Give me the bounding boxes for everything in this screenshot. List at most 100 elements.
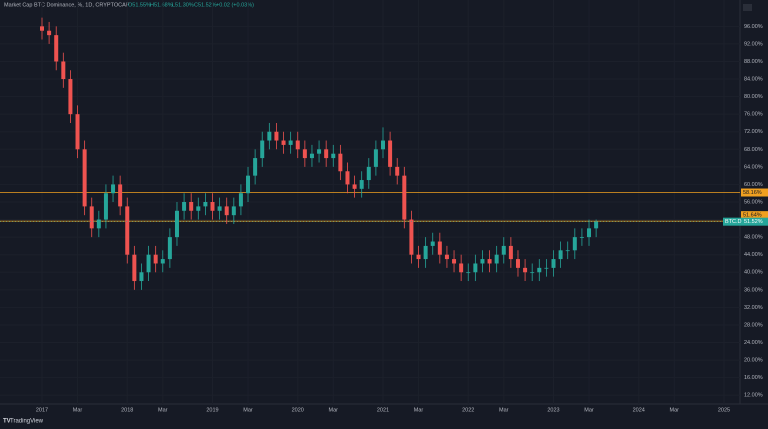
ohlc-value: O51.55% [128,2,151,8]
candle-body [459,263,464,273]
ohlc-value: L51.30% [172,2,194,8]
y-tick-label: 72.00% [744,129,763,135]
brand: TradingView [10,419,44,425]
x-tick-label: 2018 [121,407,133,413]
x-tick-label: 2020 [292,407,304,413]
candle-body [501,245,506,255]
x-tick-label: 2019 [206,407,218,413]
candle-body [118,184,123,207]
price-label: 51.64% [743,213,762,219]
x-tick-label: Mar [499,407,509,413]
candle-body [373,149,378,167]
candle-body [515,259,520,268]
y-tick-label: 44.00% [744,252,763,258]
candle-body [444,254,449,260]
candle-body [430,241,435,246]
y-tick-label: 88.00% [744,59,763,65]
y-tick-label: 16.00% [744,375,763,381]
y-tick-label: 36.00% [744,287,763,293]
candle-body [437,241,442,255]
candle-body [253,158,258,176]
x-tick-label: Mar [670,407,680,413]
x-tick-label: Mar [243,407,253,413]
x-tick-label: 2023 [547,407,559,413]
candle-body [96,219,101,229]
candle-body [537,267,542,273]
x-tick-label: Mar [158,407,168,413]
candle-body [295,140,300,150]
candle-body [103,193,108,220]
candle-body [281,140,286,145]
y-tick-label: 48.00% [744,235,763,241]
candle-body [331,153,336,159]
candle-body [61,61,66,80]
candle-body [196,206,201,211]
candle-body [494,254,499,264]
y-tick-label: 40.00% [744,270,763,276]
candle-body [572,237,577,251]
candle-body [203,202,208,207]
candle-body [338,153,343,172]
y-tick-label: 32.00% [744,305,763,311]
candle-body [551,259,556,268]
candle-body [480,259,485,264]
candle-body [231,206,236,216]
candle-body [246,175,251,194]
candle-body [452,259,457,264]
candle-body [224,206,229,216]
price-label-box [741,188,768,197]
brand-logo: TV [3,419,11,425]
y-tick-label: 80.00% [744,94,763,100]
candle-body [153,254,158,264]
candle-body [402,175,407,220]
y-tick-label: 28.00% [744,322,763,328]
candle-body [111,184,116,194]
candle-body [238,193,243,207]
candle-body [416,254,421,260]
candle-body [587,228,592,238]
y-tick-label: 20.00% [744,358,763,364]
candle-body [47,30,52,36]
candle-body [423,245,428,260]
candle-body [309,153,314,159]
candle-body [260,140,265,159]
candle-body [210,202,215,211]
candle-body [217,206,222,211]
candle-body [565,250,570,252]
candle-body [594,221,599,229]
candle-body [302,149,307,159]
y-tick-label: 64.00% [744,164,763,170]
candle-body [40,26,44,31]
y-tick-label: 56.00% [744,199,763,205]
candle-body [54,35,59,62]
candle-body [167,237,172,260]
candle-body [288,140,293,145]
candle-body [68,79,73,115]
y-tick-label: 60.00% [744,182,763,188]
y-tick-label: 92.00% [744,41,763,47]
candle-body [473,263,478,273]
candle-body [579,237,584,238]
candle-body [544,267,549,269]
price-tag-label: 51.52% [744,219,763,225]
candle-body [359,180,364,189]
y-tick-label: 76.00% [744,112,763,118]
y-tick-label: 68.00% [744,147,763,153]
x-tick-label: Mar [414,407,424,413]
candle-body [267,131,272,141]
candle-body [189,202,194,211]
candle-body [75,114,80,150]
candle-body [174,210,179,238]
y-tick-label: 96.00% [744,24,763,30]
y-tick-label: 24.00% [744,340,763,346]
candle-body [381,140,385,150]
ohlc-value: H51.68% [150,2,173,8]
candle-body [366,166,371,181]
price-label: 58.16% [743,190,762,196]
x-tick-label: Mar [584,407,594,413]
scale-button[interactable] [743,4,752,11]
price-label-box [741,211,768,220]
candle-body [182,202,187,211]
x-tick-label: 2022 [462,407,474,413]
x-tick-label: Mar [329,407,339,413]
